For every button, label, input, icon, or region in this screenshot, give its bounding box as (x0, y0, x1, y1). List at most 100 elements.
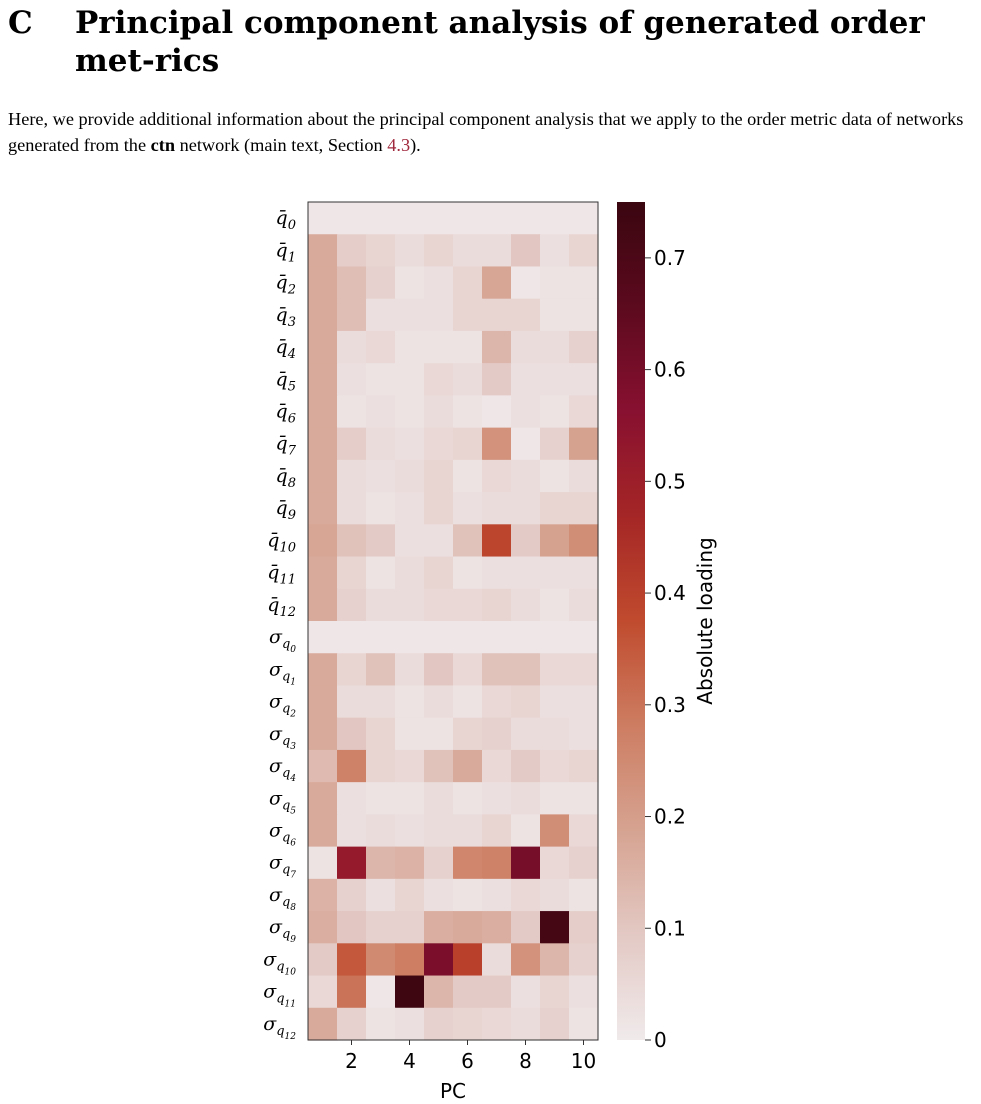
heatmap-cell (308, 395, 338, 429)
heatmap-cell (540, 782, 570, 815)
heatmap-cell (395, 1007, 425, 1041)
heatmap-cell (511, 234, 541, 268)
heatmap-cell (337, 1007, 367, 1041)
heatmap-cell (482, 911, 512, 944)
x-axis-label: PC (440, 1079, 466, 1103)
heatmap-cell (424, 975, 454, 1009)
heatmap-cell (511, 459, 541, 493)
heatmap-cell (366, 524, 396, 558)
heatmap-cell (569, 1007, 599, 1041)
heatmap-cell (424, 782, 454, 815)
heatmap-cell (511, 878, 541, 912)
heatmap-cell (482, 234, 512, 268)
row-label: σq0 (269, 626, 296, 655)
heatmap-cell (569, 943, 599, 977)
heatmap-cell (453, 911, 483, 944)
heatmap-cell (453, 588, 483, 622)
heatmap-cell (569, 298, 599, 332)
heatmap-cell (540, 846, 570, 880)
heatmap-cell (366, 1007, 396, 1041)
row-label: q̄12 (267, 594, 296, 620)
heatmap-cell (366, 266, 396, 300)
heatmap-cell (337, 330, 367, 364)
section-reference-link[interactable]: 4.3 (387, 135, 411, 155)
heatmap-cell (424, 846, 454, 880)
heatmap-cell (569, 330, 599, 364)
heatmap-cell (569, 749, 599, 783)
heatmap-cell (569, 685, 599, 719)
heatmap-cell (395, 911, 425, 944)
heatmap-cell (366, 588, 396, 622)
heatmap-cell (424, 492, 454, 525)
heatmap-cell (569, 395, 599, 429)
heatmap-cell (569, 524, 599, 558)
row-label: σq1 (269, 658, 296, 687)
heatmap-cell (395, 234, 425, 268)
heatmap-cell (366, 298, 396, 332)
heatmap-cell (453, 556, 483, 590)
heatmap-cell (337, 943, 367, 977)
heatmap-cell (511, 814, 541, 848)
heatmap-cell (569, 814, 599, 848)
heatmap-cell (424, 202, 454, 235)
heatmap-cell (366, 621, 396, 654)
heatmap-cell (453, 782, 483, 815)
heatmap-cell (511, 1007, 541, 1041)
heatmap-cell (482, 363, 512, 396)
heatmap-cell (337, 234, 367, 268)
heatmap-cell (453, 943, 483, 977)
row-labels: q̄0 q̄1 q̄2 q̄3 q̄4 q̄5 q̄6 q̄7 q̄8 q̄9 q̄10 q̄11 q̄… (263, 207, 296, 1042)
colorbar-tick-label: 0.6 (654, 358, 686, 382)
heatmap-cell (453, 202, 483, 235)
heatmap-cell (482, 1007, 512, 1041)
row-label: q̄3 (276, 304, 296, 330)
heatmap-cell (453, 363, 483, 396)
heatmap-cell (366, 878, 396, 912)
heatmap-cell (308, 363, 338, 396)
intro-paragraph: Here, we provide additional information … (8, 106, 978, 158)
heatmap-cell (511, 298, 541, 332)
heatmap-cell (569, 782, 599, 815)
heatmap-cell (453, 653, 483, 687)
heatmap-cell (308, 846, 338, 880)
heatmap-cell (308, 782, 338, 815)
heatmap-cell (511, 846, 541, 880)
heatmap-cell (540, 653, 570, 687)
row-label: q̄4 (276, 336, 296, 362)
heatmap-cell (308, 1007, 338, 1041)
heatmap-cell (366, 653, 396, 687)
heatmap-cell (453, 878, 483, 912)
x-tick-label: 4 (403, 1049, 416, 1073)
heatmap-cell (511, 975, 541, 1009)
row-label: σq6 (269, 820, 296, 849)
heatmap-cell (424, 427, 454, 461)
heatmap-cell (511, 717, 541, 751)
heatmap-cell (569, 492, 599, 525)
row-label: σq3 (269, 723, 296, 752)
heatmap-cell (482, 653, 512, 687)
heatmap-cell (424, 1007, 454, 1041)
heatmap-cell (482, 524, 512, 558)
heatmap-cell (569, 234, 599, 268)
heatmap-cell (337, 427, 367, 461)
heatmap-cell (482, 556, 512, 590)
heatmap-cell (337, 653, 367, 687)
row-label: q̄6 (276, 401, 296, 427)
heatmap-cell (540, 1007, 570, 1041)
heatmap-cell (482, 330, 512, 364)
heatmap-cell (482, 975, 512, 1009)
heatmap-cell (337, 814, 367, 848)
row-label: σq4 (269, 755, 296, 784)
heatmap-cell (337, 266, 367, 300)
colorbar-tick-label: 0.5 (654, 469, 686, 493)
heatmap-cell (482, 846, 512, 880)
heatmap-cell (511, 330, 541, 364)
heatmap-cell (511, 911, 541, 944)
heatmap-cell (482, 459, 512, 493)
heatmap-cell (482, 814, 512, 848)
row-label: q̄10 (267, 529, 296, 555)
heatmap-cell (395, 814, 425, 848)
row-label: q̄0 (276, 207, 296, 233)
row-label: q̄2 (276, 272, 296, 298)
heatmap-cell (424, 395, 454, 429)
